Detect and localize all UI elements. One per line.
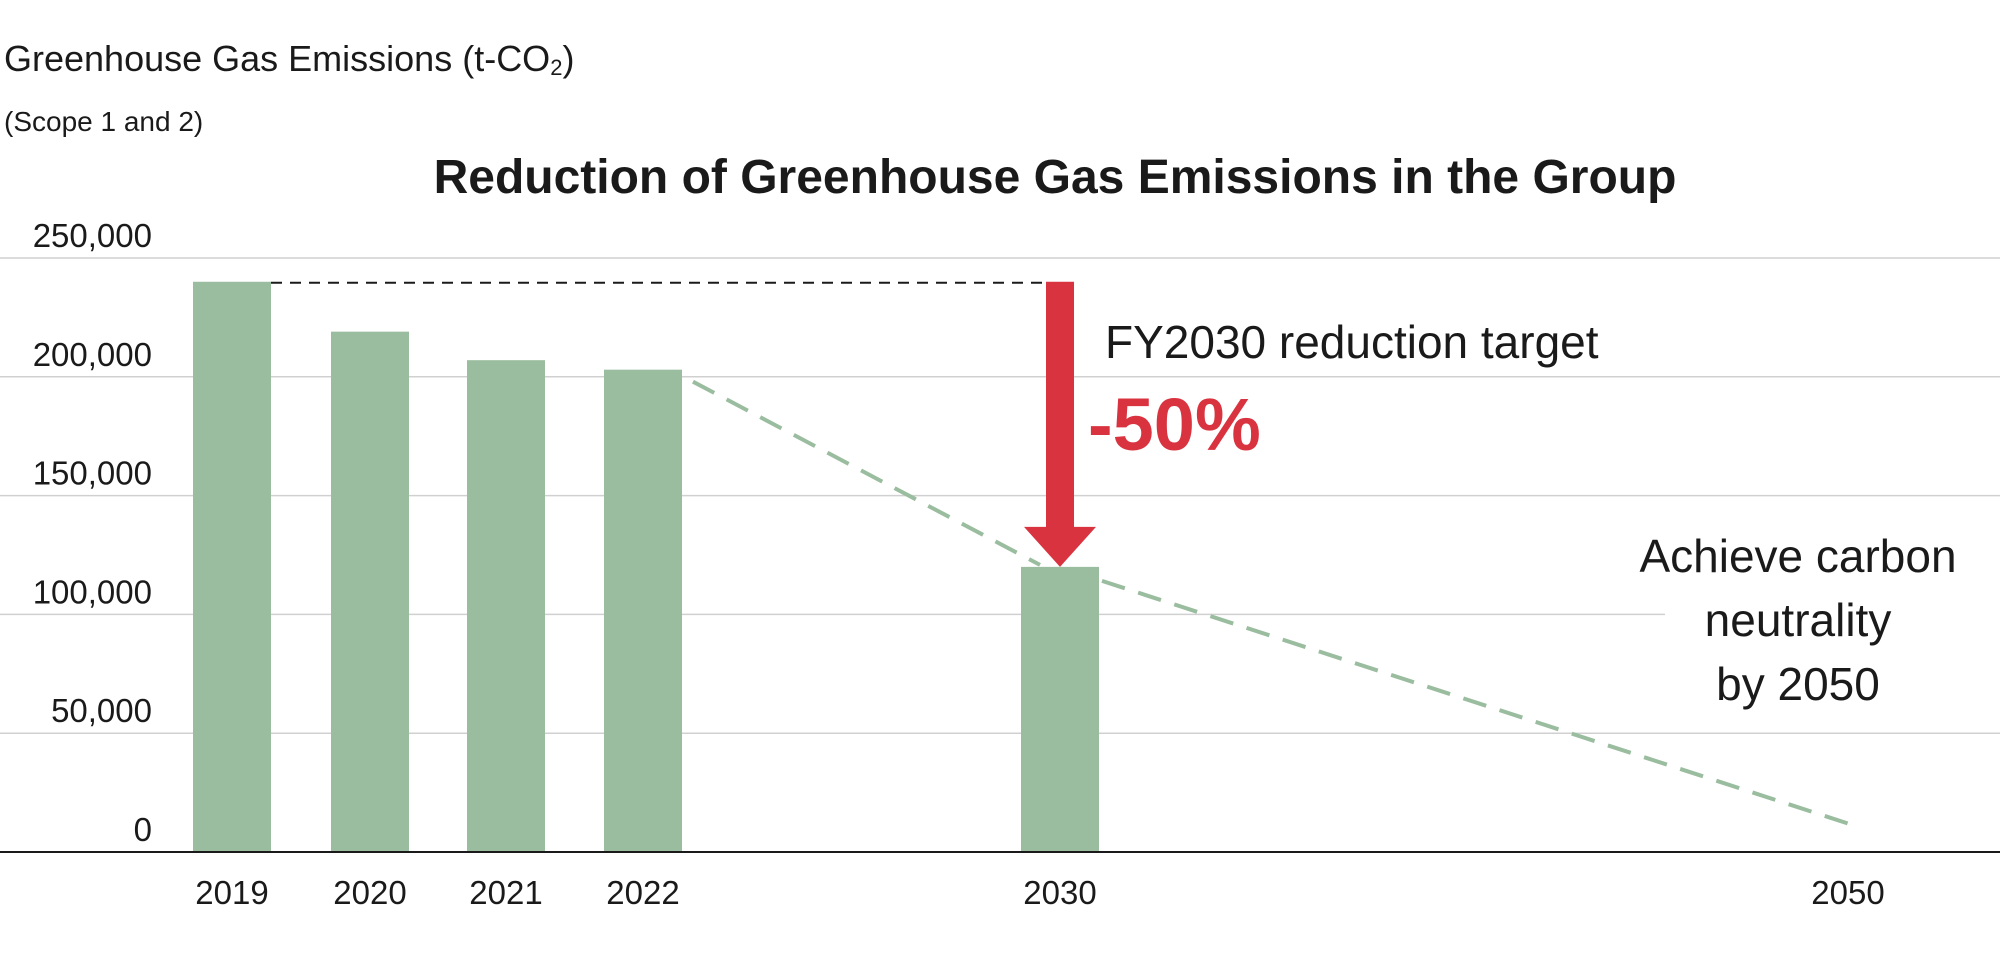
y-tick-label: 0 — [134, 811, 152, 848]
trend-line-to-2030 — [692, 379, 1041, 567]
trend-line-to-2050 — [1101, 578, 1849, 826]
y-tick-label: 100,000 — [33, 573, 152, 610]
bar-2022 — [604, 369, 682, 852]
y-axis-scope-note: (Scope 1 and 2) — [4, 106, 204, 137]
x-tick-label-2020: 2020 — [333, 874, 406, 911]
y-tick-label: 200,000 — [33, 336, 152, 373]
y-tick-label: 150,000 — [33, 455, 152, 492]
reduction-arrow-head — [1024, 526, 1096, 567]
x-tick-label-2021: 2021 — [469, 874, 542, 911]
annotation-neutrality-background — [1665, 530, 2000, 730]
chart-title: Reduction of Greenhouse Gas Emissions in… — [433, 151, 1677, 204]
annotation-reduction-target: FY2030 reduction target — [1105, 316, 1599, 368]
x-tick-label-2019: 2019 — [195, 874, 268, 911]
reduction-arrow-shaft — [1046, 281, 1074, 529]
y-tick-label: 250,000 — [33, 217, 152, 254]
y-axis-title-main: Greenhouse Gas Emissions (t-CO — [4, 38, 551, 79]
x-tick-label-2022: 2022 — [606, 874, 679, 911]
x-tick-label-2050: 2050 — [1811, 874, 1884, 911]
y-axis-title: Greenhouse Gas Emissions (t-CO2) — [4, 38, 574, 81]
bar-2030 — [1021, 566, 1099, 852]
bar-2019 — [193, 281, 271, 852]
y-axis-title-subscript: 2 — [550, 55, 563, 80]
annotation-neutrality-line: Achieve carbon — [1639, 530, 1956, 582]
y-axis-title-close: ) — [562, 38, 575, 79]
annotation-neutrality-line: neutrality — [1705, 594, 1892, 646]
annotation-neutrality-line: by 2050 — [1716, 658, 1880, 710]
annotation-target-percent: -50% — [1088, 383, 1261, 466]
bar-2020 — [331, 331, 409, 852]
bar-2021 — [467, 360, 545, 852]
y-tick-label: 50,000 — [51, 692, 152, 729]
x-tick-label-2030: 2030 — [1023, 874, 1096, 911]
